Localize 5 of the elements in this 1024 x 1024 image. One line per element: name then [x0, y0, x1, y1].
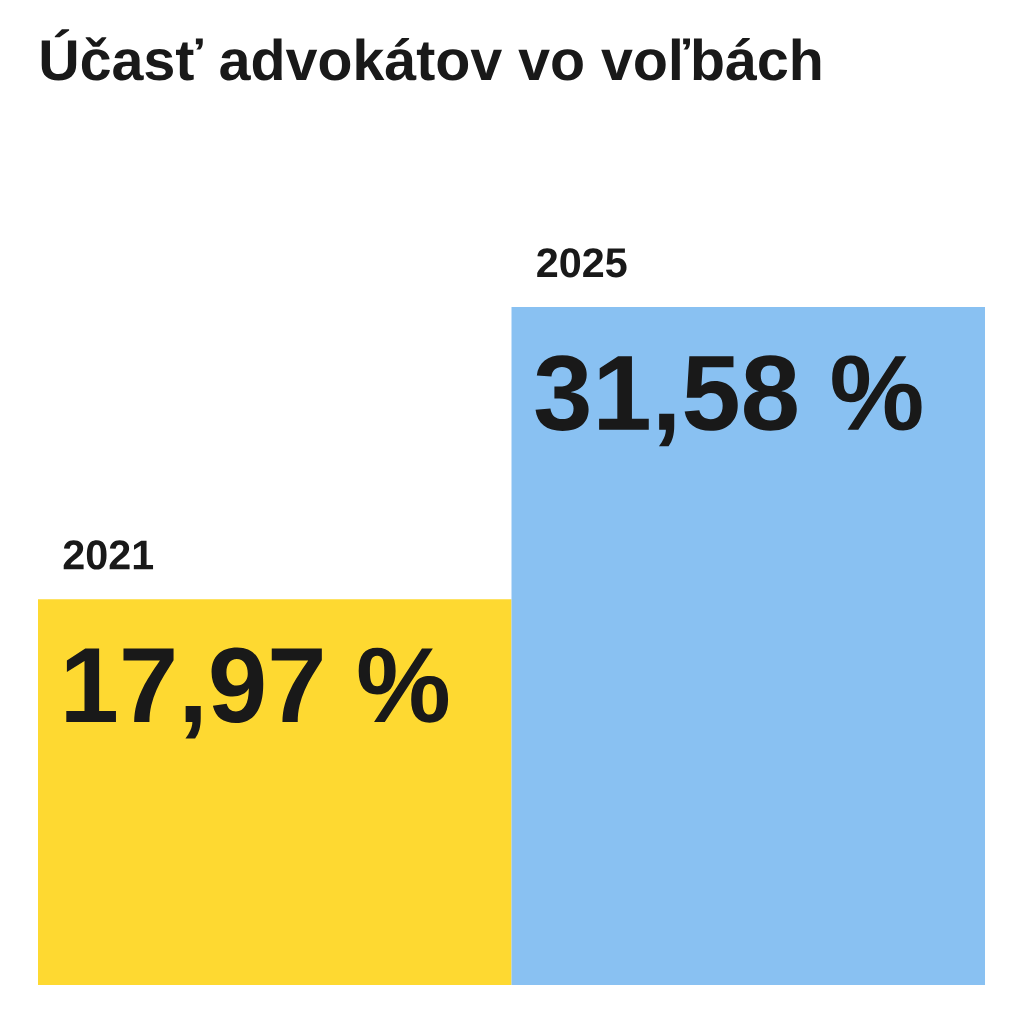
- x-tick-label: 2025: [537, 248, 627, 278]
- x-tick-label: 2021: [63, 540, 154, 570]
- data-label: 31,58 %: [535, 355, 922, 447]
- chart-title: Účasť advokátov vo voľbách: [41, 29, 821, 81]
- data-label: 17,97 %: [66, 647, 449, 739]
